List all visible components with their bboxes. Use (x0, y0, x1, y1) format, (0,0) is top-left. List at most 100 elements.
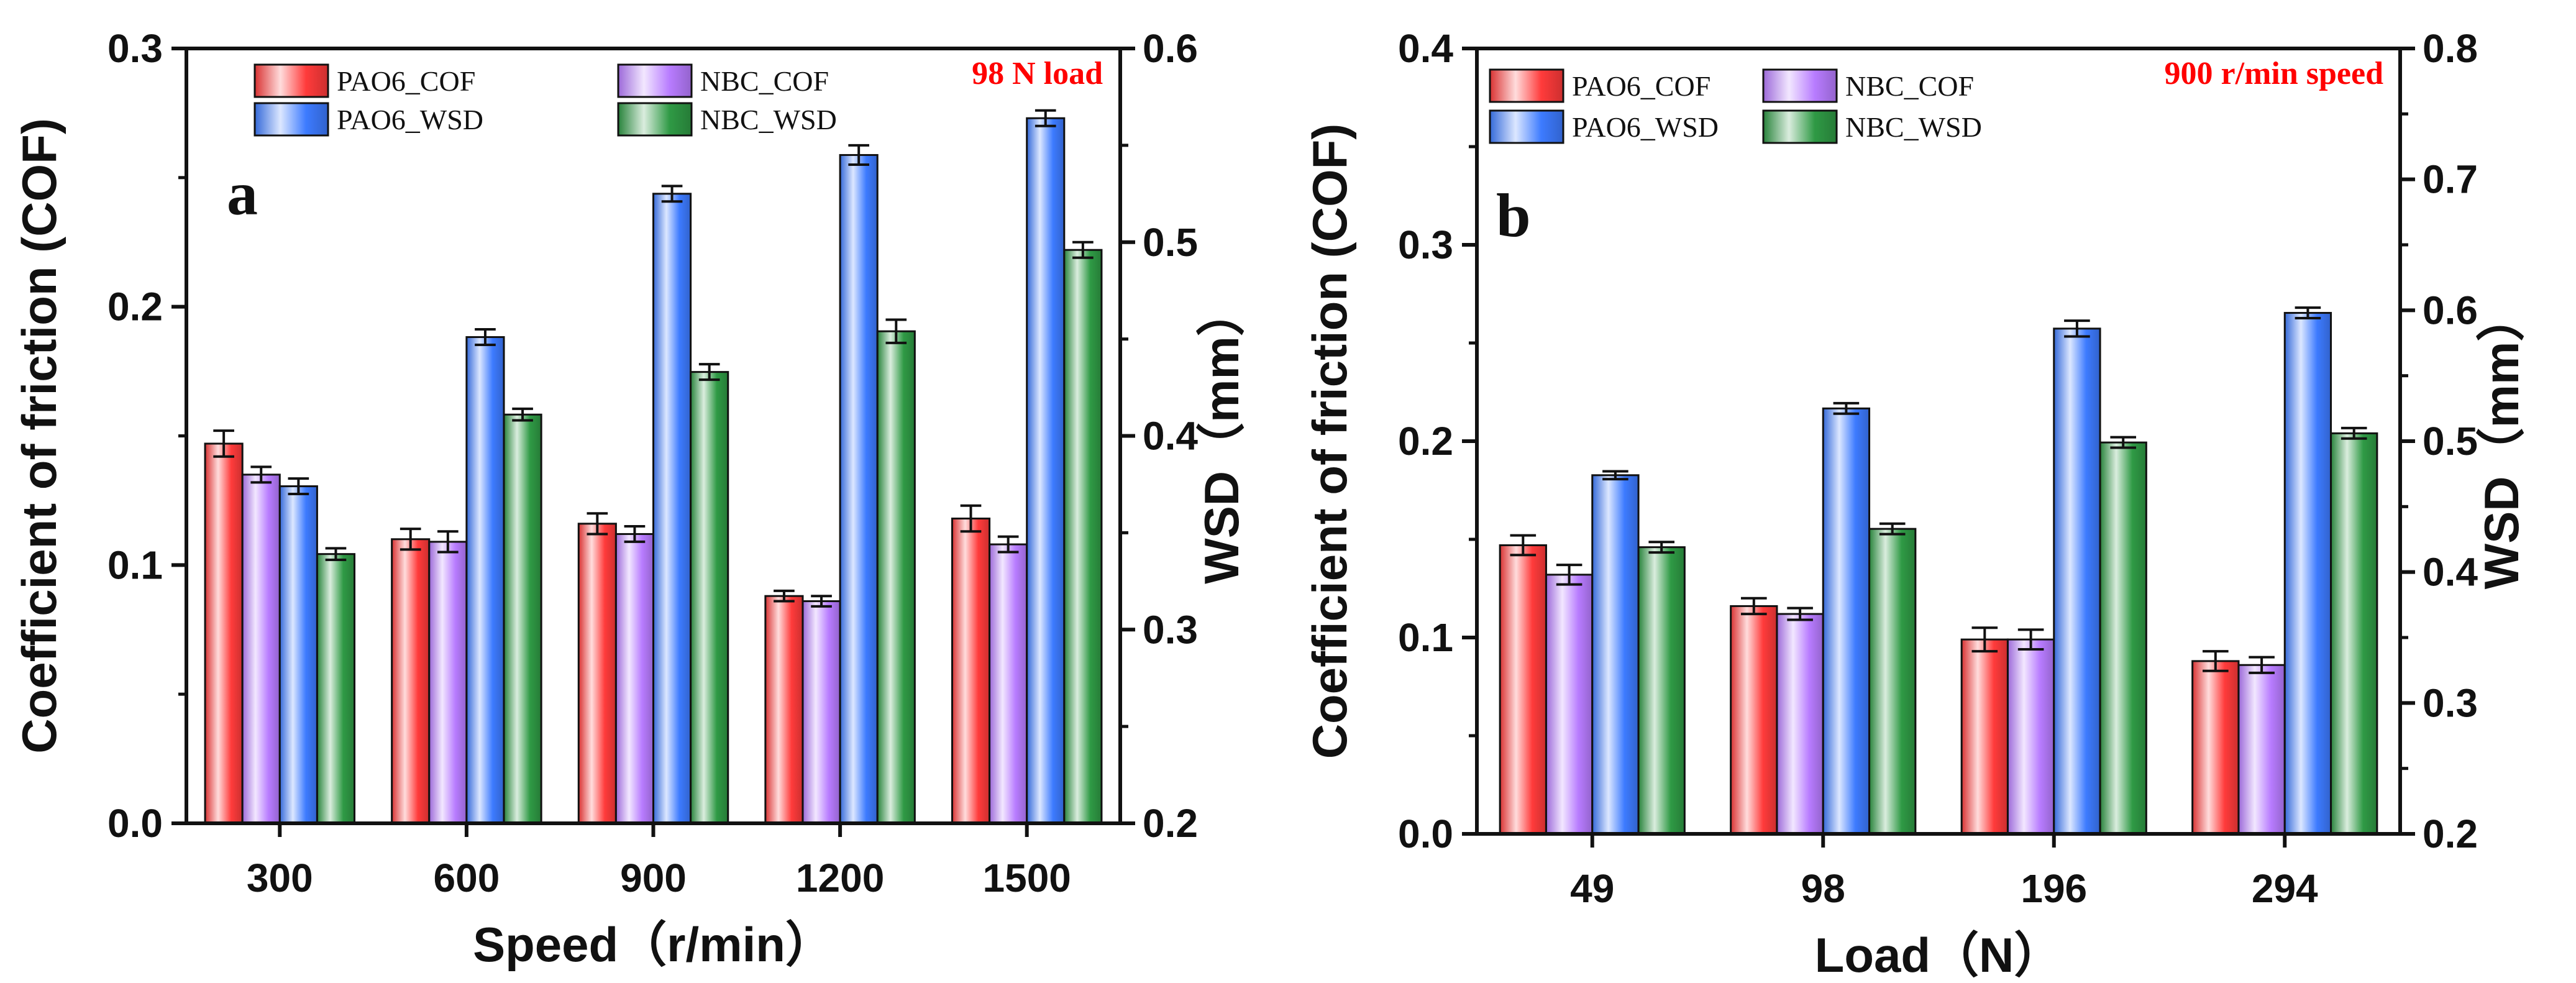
x-tick-label-600: 600 (434, 856, 500, 900)
y-left-axis-label: Coefficient of friction (COF) (12, 118, 66, 754)
errorbar-NBC_WSD-49 (1648, 541, 1675, 554)
legend-swatch-NBC_COF (1762, 68, 1838, 103)
legend-swatch-PAO6_WSD (253, 102, 329, 137)
bar-NBC_WSD-1500 (1063, 249, 1103, 825)
errorbar-PAO6_COF-196 (1971, 626, 1998, 653)
errorbar-NBC_WSD-1500 (1072, 240, 1094, 259)
legend-label-PAO6_COF: PAO6_COF (1572, 70, 1710, 102)
bar-PAO6_COF-98 (1730, 605, 1778, 835)
y-left-tick-label: 0.3 (107, 26, 163, 71)
x-tick-label-300: 300 (247, 856, 313, 900)
x-axis-label: Load（N） (1815, 928, 2063, 982)
errorbar-PAO6_WSD-49 (1602, 470, 1628, 481)
legend-label-PAO6_WSD: PAO6_WSD (1572, 111, 1719, 143)
panel-a: 300 600 900 1200 1500 0.0 0.1 0.2 0.3 0.2 0.3 0.4 0.… (12, 26, 1249, 972)
y-left-axis-label: Coefficient of friction (COF) (1302, 124, 1357, 759)
y-left-tick-label: 0.0 (1398, 812, 1453, 856)
errorbar-NBC_COF-294 (2249, 656, 2275, 674)
panel-label: a (227, 159, 258, 228)
bar-NBC_COF-49 (1545, 574, 1594, 835)
y-right-tick-label: 0.6 (1143, 26, 1198, 71)
bar-PAO6_WSD-98 (1822, 407, 1871, 835)
y-left-tick-label: 0.2 (107, 285, 163, 329)
y-left-tick-label: 0.2 (1398, 419, 1453, 464)
bar-PAO6_WSD-294 (2283, 312, 2332, 835)
y-left-tick-label: 0.3 (1398, 222, 1453, 267)
bar-PAO6_COF-900 (577, 523, 617, 825)
bar-NBC_WSD-300 (316, 553, 356, 825)
y-right-tick-label: 0.5 (2423, 419, 2478, 464)
errorbar-PAO6_WSD-900 (661, 185, 683, 203)
legend-swatch-PAO6_COF (253, 63, 329, 98)
legend-label-NBC_WSD: NBC_WSD (1845, 111, 1982, 143)
errorbar-NBC_COF-1200 (811, 595, 832, 608)
y-right-axis-label: WSD（mm） (1194, 288, 1249, 584)
bar-PAO6_WSD-900 (652, 193, 692, 825)
panel-label: b (1496, 181, 1531, 250)
errorbar-NBC_COF-49 (1556, 564, 1583, 586)
bar-NBC_WSD-1200 (876, 330, 916, 825)
bar-NBC_COF-1200 (802, 600, 841, 825)
bar-NBC_COF-600 (428, 541, 468, 825)
errorbar-PAO6_COF-1200 (774, 589, 795, 603)
errorbar-NBC_WSD-196 (2110, 436, 2137, 449)
bar-PAO6_COF-294 (2191, 660, 2240, 835)
bar-NBC_COF-98 (1776, 613, 1824, 835)
y-right-tick-label: 0.3 (1143, 607, 1198, 652)
errorbar-PAO6_WSD-1200 (848, 144, 869, 167)
x-tick-label-49: 49 (1570, 866, 1614, 911)
legend-swatch-NBC_WSD (1762, 109, 1838, 144)
errorbar-NBC_WSD-300 (325, 547, 347, 562)
errorbar-NBC_COF-98 (1787, 606, 1813, 621)
errorbar-PAO6_WSD-1500 (1035, 109, 1056, 127)
condition-annotation: 900 r/min speed (2165, 56, 2384, 91)
bar-NBC_WSD-49 (1637, 546, 1686, 835)
bar-PAO6_WSD-49 (1591, 474, 1640, 835)
y-right-tick-label: 0.2 (2423, 812, 2478, 856)
errorbar-NBC_COF-600 (437, 530, 459, 554)
y-right-tick-label: 0.6 (2423, 288, 2478, 332)
legend-label-PAO6_WSD: PAO6_WSD (337, 104, 483, 135)
bar-NBC_COF-300 (241, 473, 281, 825)
errorbar-NBC_COF-1500 (997, 535, 1019, 554)
bar-PAO6_COF-49 (1499, 544, 1547, 835)
bar-PAO6_WSD-600 (465, 336, 505, 825)
bar-NBC_WSD-294 (2330, 432, 2378, 835)
errorbar-NBC_WSD-1200 (885, 318, 907, 344)
x-tick-label-98: 98 (1801, 866, 1845, 911)
y-left-tick-label: 0.1 (1398, 615, 1453, 660)
bar-PAO6_COF-300 (204, 442, 244, 825)
bar-PAO6_WSD-1200 (839, 153, 879, 825)
bar-NBC_COF-196 (2006, 638, 2055, 835)
bars-a (204, 109, 1103, 825)
bar-PAO6_COF-196 (1960, 638, 2009, 835)
legend-swatch-NBC_WSD (617, 102, 693, 137)
bar-PAO6_WSD-196 (2053, 327, 2101, 835)
errorbar-NBC_COF-196 (2017, 628, 2044, 651)
legend-label-PAO6_COF: PAO6_COF (337, 65, 475, 97)
errorbar-NBC_WSD-294 (2341, 426, 2367, 440)
legend-label-NBC_COF: NBC_COF (700, 65, 829, 97)
errorbar-PAO6_COF-600 (400, 528, 421, 551)
bar-NBC_WSD-98 (1868, 528, 1917, 835)
condition-annotation: 98 N load (972, 56, 1103, 91)
errorbar-PAO6_COF-98 (1740, 597, 1767, 616)
errorbar-PAO6_COF-900 (587, 512, 608, 536)
x-tick-label-294: 294 (2252, 866, 2318, 911)
errorbar-NBC_COF-300 (250, 465, 272, 484)
y-right-tick-label: 0.8 (2423, 26, 2478, 71)
legend-swatch-PAO6_WSD (1489, 109, 1564, 144)
errorbar-PAO6_WSD-196 (2064, 319, 2090, 338)
errorbar-NBC_WSD-98 (1879, 522, 1906, 536)
y-right-axis-label: WSD（mm） (2474, 293, 2529, 590)
errorbar-PAO6_WSD-294 (2295, 306, 2321, 319)
bar-NBC_COF-294 (2237, 664, 2286, 835)
bar-PAO6_WSD-1500 (1026, 117, 1066, 825)
legend-label-NBC_WSD: NBC_WSD (700, 104, 837, 135)
bar-PAO6_COF-1500 (951, 518, 991, 825)
x-tick-label-1500: 1500 (983, 856, 1071, 900)
legend-a: PAO6_COF NBC_COF PAO6_WSD NBC_WSD (253, 63, 837, 137)
errorbar-PAO6_WSD-98 (1833, 401, 1860, 415)
legend-label-NBC_COF: NBC_COF (1845, 70, 1974, 102)
